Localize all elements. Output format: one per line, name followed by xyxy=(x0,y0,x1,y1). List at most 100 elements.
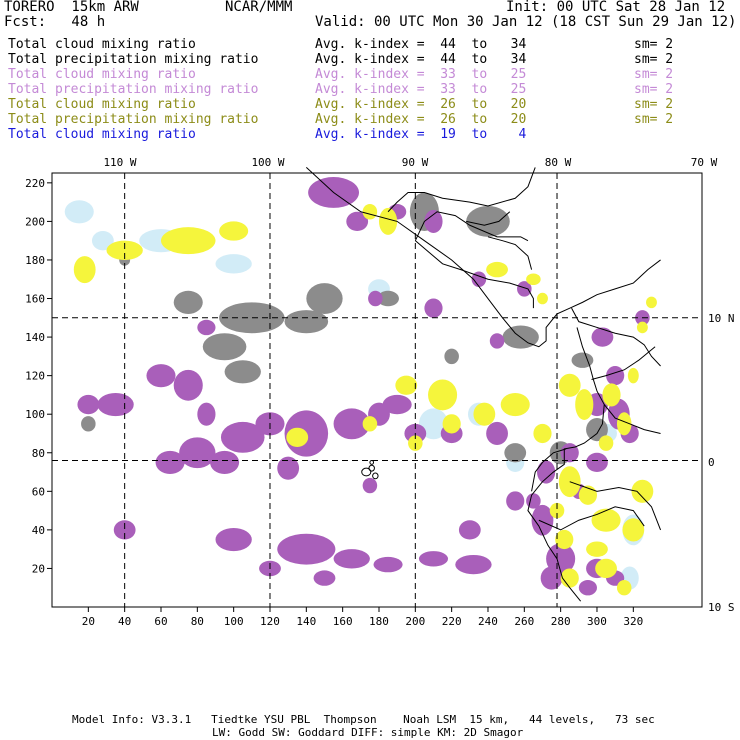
yellow-cloud-cell xyxy=(578,485,597,505)
x-tick-label: 180 xyxy=(369,615,389,628)
purple-cloud-cell xyxy=(333,549,370,569)
purple-cloud-cell xyxy=(197,319,216,336)
lightblue-cloud-cell xyxy=(215,254,252,274)
latitude-label: 0 xyxy=(708,456,715,469)
legend-smoothing: sm= 2 xyxy=(634,112,674,127)
gray-cloud-cell xyxy=(571,352,594,368)
purple-cloud-cell xyxy=(540,566,563,590)
gray-cloud-cell xyxy=(377,290,399,307)
legend-k-index: Avg. k-index = 19 to 4 xyxy=(315,127,527,142)
valid-time: Valid: 00 UTC Mon 30 Jan 12 (18 CST Sun … xyxy=(315,14,737,30)
y-tick-label: 120 xyxy=(25,370,45,383)
legend-smoothing: sm= 2 xyxy=(634,52,674,67)
legend-smoothing: sm= 2 xyxy=(634,82,674,97)
yellow-cloud-cell xyxy=(636,321,648,334)
purple-cloud-cell xyxy=(418,551,449,567)
yellow-cloud-cell xyxy=(646,296,657,309)
x-tick-label: 60 xyxy=(154,615,167,628)
coastline xyxy=(414,211,529,242)
purple-cloud-cell xyxy=(362,477,378,494)
y-tick-label: 40 xyxy=(32,524,45,537)
gray-cloud-cell xyxy=(202,333,247,361)
yellow-cloud-cell xyxy=(631,479,654,503)
yellow-cloud-cell xyxy=(500,392,530,417)
legend-smoothing: sm= 2 xyxy=(634,37,674,52)
legend-smoothing: sm= 2 xyxy=(634,97,674,112)
legend-k-index: Avg. k-index = 33 to 25 xyxy=(315,82,527,97)
purple-cloud-cell xyxy=(458,520,481,540)
gray-cloud-cell xyxy=(224,360,261,384)
coastline xyxy=(603,404,661,434)
purple-cloud-cell xyxy=(455,554,492,575)
yellow-cloud-cell xyxy=(537,292,548,305)
purple-cloud-cell xyxy=(155,450,185,474)
latitude-label: 10 N xyxy=(708,312,735,325)
coastline xyxy=(571,307,661,367)
purple-cloud-cell xyxy=(97,392,134,417)
yellow-cloud-cell xyxy=(473,402,496,426)
purple-cloud-cell xyxy=(313,570,336,586)
y-tick-label: 140 xyxy=(25,331,45,344)
y-tick-label: 220 xyxy=(25,177,45,190)
lightblue-cloud-cell xyxy=(418,408,449,440)
y-tick-label: 100 xyxy=(25,408,45,421)
y-tick-label: 80 xyxy=(32,447,45,460)
yellow-cloud-cell xyxy=(575,389,594,420)
lightblue-cloud-cell xyxy=(64,200,94,224)
island-outline xyxy=(368,464,375,472)
island-outline xyxy=(372,472,379,480)
x-tick-label: 100 xyxy=(224,615,244,628)
yellow-cloud-cell xyxy=(560,568,579,588)
coastline xyxy=(531,448,567,492)
legend-series-name: Total precipitation mixing ratio xyxy=(8,82,259,97)
purple-cloud-cell xyxy=(591,327,614,347)
longitude-label: 80 W xyxy=(545,156,572,169)
purple-cloud-cell xyxy=(197,402,216,426)
yellow-cloud-cell xyxy=(106,240,143,260)
coastline xyxy=(305,167,661,348)
island-outline xyxy=(361,467,372,477)
yellow-cloud-cell xyxy=(395,375,418,395)
purple-cloud-cell xyxy=(606,366,625,386)
legend-k-index: Avg. k-index = 44 to 34 xyxy=(315,52,527,67)
y-tick-label: 200 xyxy=(25,215,45,228)
yellow-cloud-cell xyxy=(602,383,621,407)
yellow-cloud-cell xyxy=(428,379,458,411)
longitude-label: 100 W xyxy=(251,156,284,169)
lightblue-cloud-cell xyxy=(91,231,114,251)
yellow-cloud-cell xyxy=(362,416,378,432)
model-info: Model Info: V3.3.1 Tiedtke YSU PBL Thomp… xyxy=(72,713,655,726)
model-title: TORERO 15km ARW xyxy=(4,0,139,15)
latitude-label: 10 S xyxy=(708,601,735,614)
yellow-cloud-cell xyxy=(486,261,508,278)
y-tick-label: 60 xyxy=(32,485,45,498)
legend-k-index: Avg. k-index = 44 to 34 xyxy=(315,37,527,52)
gray-cloud-cell xyxy=(444,348,459,365)
legend-series-name: Total precipitation mixing ratio xyxy=(8,52,259,67)
yellow-cloud-cell xyxy=(622,518,645,542)
yellow-cloud-cell xyxy=(555,529,574,550)
x-tick-label: 40 xyxy=(118,615,131,628)
x-tick-label: 120 xyxy=(260,615,280,628)
legend-k-index: Avg. k-index = 26 to 20 xyxy=(315,97,527,112)
forecast-hour: Fcst: 48 h xyxy=(4,14,106,30)
x-tick-label: 220 xyxy=(442,615,462,628)
purple-cloud-cell xyxy=(346,211,369,232)
longitude-label: 70 W xyxy=(691,156,718,169)
purple-cloud-cell xyxy=(113,520,136,540)
yellow-cloud-cell xyxy=(616,580,632,596)
legend-series-name: Total cloud mixing ratio xyxy=(8,127,196,142)
coastlines xyxy=(305,167,662,602)
purple-cloud-cell xyxy=(333,408,370,440)
x-tick-label: 240 xyxy=(478,615,498,628)
coastline xyxy=(538,506,645,531)
legend-series-name: Total cloud mixing ratio xyxy=(8,97,196,112)
legend-series-name: Total cloud mixing ratio xyxy=(8,67,196,82)
legend-smoothing: sm= 2 xyxy=(634,67,674,82)
x-tick-label: 140 xyxy=(296,615,316,628)
init-time: Init: 00 UTC Sat 28 Jan 12 xyxy=(506,0,726,15)
purple-cloud-cell xyxy=(586,452,608,473)
x-tick-label: 280 xyxy=(551,615,571,628)
lat-lon-grid xyxy=(52,173,702,607)
